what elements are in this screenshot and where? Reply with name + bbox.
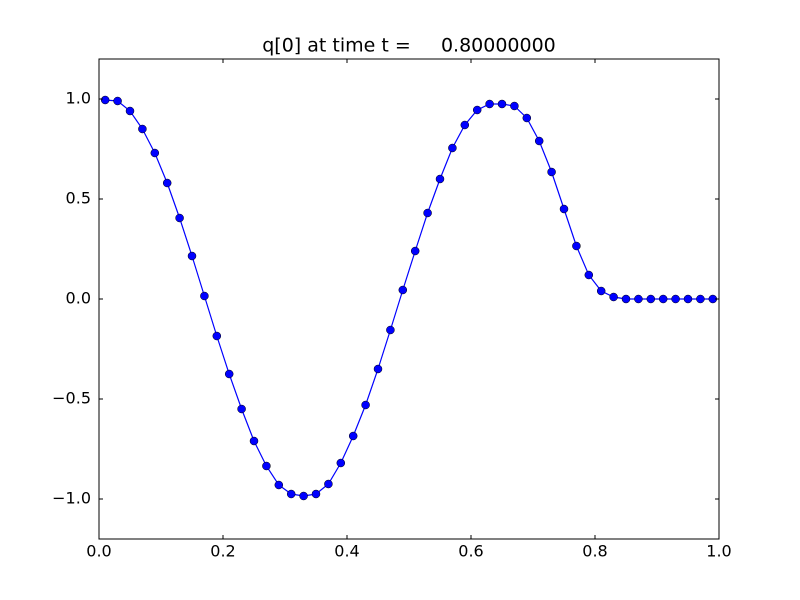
marker: [286, 489, 296, 499]
marker: [572, 241, 581, 251]
marker: [683, 294, 693, 304]
marker: [162, 178, 172, 188]
y-tick-label: 0.0: [66, 289, 91, 308]
y-tick-label: −1.0: [52, 489, 91, 508]
marker: [435, 174, 445, 184]
marker: [460, 120, 470, 130]
marker: [410, 246, 420, 256]
marker: [596, 286, 606, 296]
marker: [534, 136, 544, 146]
marker: [224, 369, 234, 379]
marker: [373, 364, 383, 374]
x-tick-label: 0.2: [210, 542, 235, 561]
x-tick-label: 0.6: [458, 542, 483, 561]
marker: [311, 489, 321, 499]
marker: [522, 113, 532, 123]
marker: [274, 480, 284, 490]
marker: [113, 96, 122, 106]
marker: [200, 291, 209, 301]
marker: [348, 431, 358, 441]
x-tick-label: 1.0: [706, 542, 731, 561]
x-tick-label: 0.0: [86, 542, 111, 561]
marker: [423, 208, 432, 218]
marker: [262, 461, 271, 471]
marker: [547, 167, 556, 177]
y-tick-label: 0.5: [66, 189, 91, 208]
marker: [125, 106, 135, 116]
marker: [324, 479, 333, 489]
marker: [150, 148, 160, 158]
marker: [138, 124, 147, 134]
marker: [696, 294, 705, 304]
marker: [671, 294, 680, 304]
marker: [634, 294, 643, 304]
chart-title: q[0] at time t = 0.80000000: [262, 35, 556, 57]
marker: [609, 292, 618, 302]
marker: [187, 251, 197, 261]
marker: [497, 99, 507, 109]
marker: [336, 458, 346, 468]
x-tick-label: 0.4: [334, 542, 359, 561]
y-tick-label: 1.0: [66, 89, 91, 108]
marker: [485, 99, 494, 109]
marker: [361, 400, 370, 410]
marker: [237, 404, 246, 414]
marker: [386, 325, 395, 335]
marker: [299, 491, 308, 501]
marker: [584, 270, 594, 280]
marker: [100, 95, 110, 105]
marker: [646, 294, 656, 304]
marker: [448, 143, 457, 153]
y-tick-label: −0.5: [52, 389, 91, 408]
marker: [472, 105, 482, 115]
x-tick-label: 0.8: [582, 542, 607, 561]
marker: [175, 213, 184, 223]
marker: [212, 331, 222, 341]
marker: [658, 294, 668, 304]
marker: [621, 294, 631, 304]
marker: [559, 204, 569, 214]
marker: [398, 285, 408, 295]
marker: [510, 101, 519, 111]
marker: [249, 436, 259, 446]
